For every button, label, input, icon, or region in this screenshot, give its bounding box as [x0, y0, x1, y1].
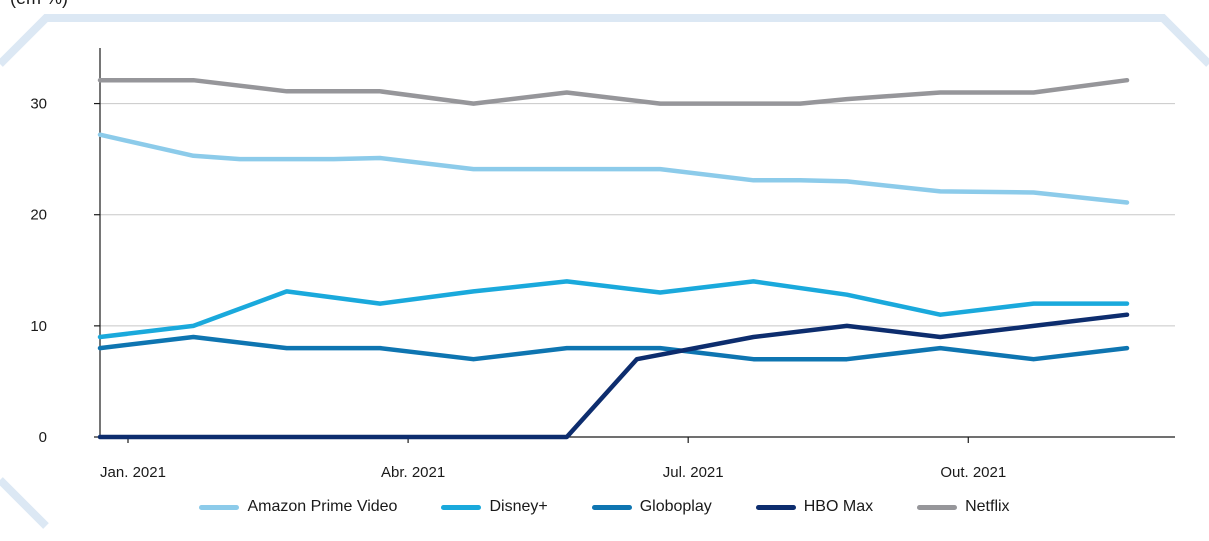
y-tick-label: 0	[39, 429, 47, 446]
legend-item: Globoplay	[591, 498, 712, 516]
x-axis-tick-labels: Jan. 2021 Abr. 2021 Jul. 2021 Out. 2021	[100, 437, 1006, 481]
series-line-globoplay	[97, 334, 1130, 362]
y-tick-label: 10	[30, 318, 47, 335]
y-axis-tick-labels: 0 10 20 30	[30, 96, 100, 446]
chart-unit-label: (em %)	[10, 0, 68, 9]
legend-item: HBO Max	[755, 498, 874, 516]
series-line-hbo-max	[97, 312, 1130, 440]
legend-swatch	[917, 504, 958, 510]
legend-swatch	[441, 504, 482, 510]
axes	[99, 48, 1175, 438]
decorative-frame	[0, 14, 1209, 529]
x-tick-label: Abr. 2021	[381, 464, 445, 481]
legend-label: Disney+	[489, 498, 548, 515]
legend-swatch	[755, 504, 796, 510]
series-lines	[97, 77, 1130, 440]
legend-swatch	[199, 504, 240, 510]
legend-item: Disney+	[441, 498, 548, 516]
x-tick-label: Jan. 2021	[100, 464, 166, 481]
series-line-disney	[97, 279, 1130, 340]
legend-item: Amazon Prime Video	[199, 498, 397, 516]
y-tick-label: 20	[30, 207, 47, 224]
x-tick-label: Jul. 2021	[663, 464, 724, 481]
chart-legend: Amazon Prime Video Disney+ Globoplay HBO Ma…	[0, 498, 1209, 516]
legend-swatch	[591, 504, 632, 510]
legend-label: Netflix	[965, 498, 1010, 515]
grid-lines	[100, 103, 1175, 327]
legend-item: Netflix	[917, 498, 1010, 516]
legend-label: Globoplay	[639, 498, 712, 515]
series-line-amazon-prime-video	[97, 132, 1130, 205]
legend-label: HBO Max	[803, 498, 874, 515]
y-tick-label: 30	[30, 96, 47, 113]
series-line-netflix	[97, 77, 1130, 106]
legend-label: Amazon Prime Video	[247, 498, 398, 515]
x-tick-label: Out. 2021	[940, 464, 1006, 481]
